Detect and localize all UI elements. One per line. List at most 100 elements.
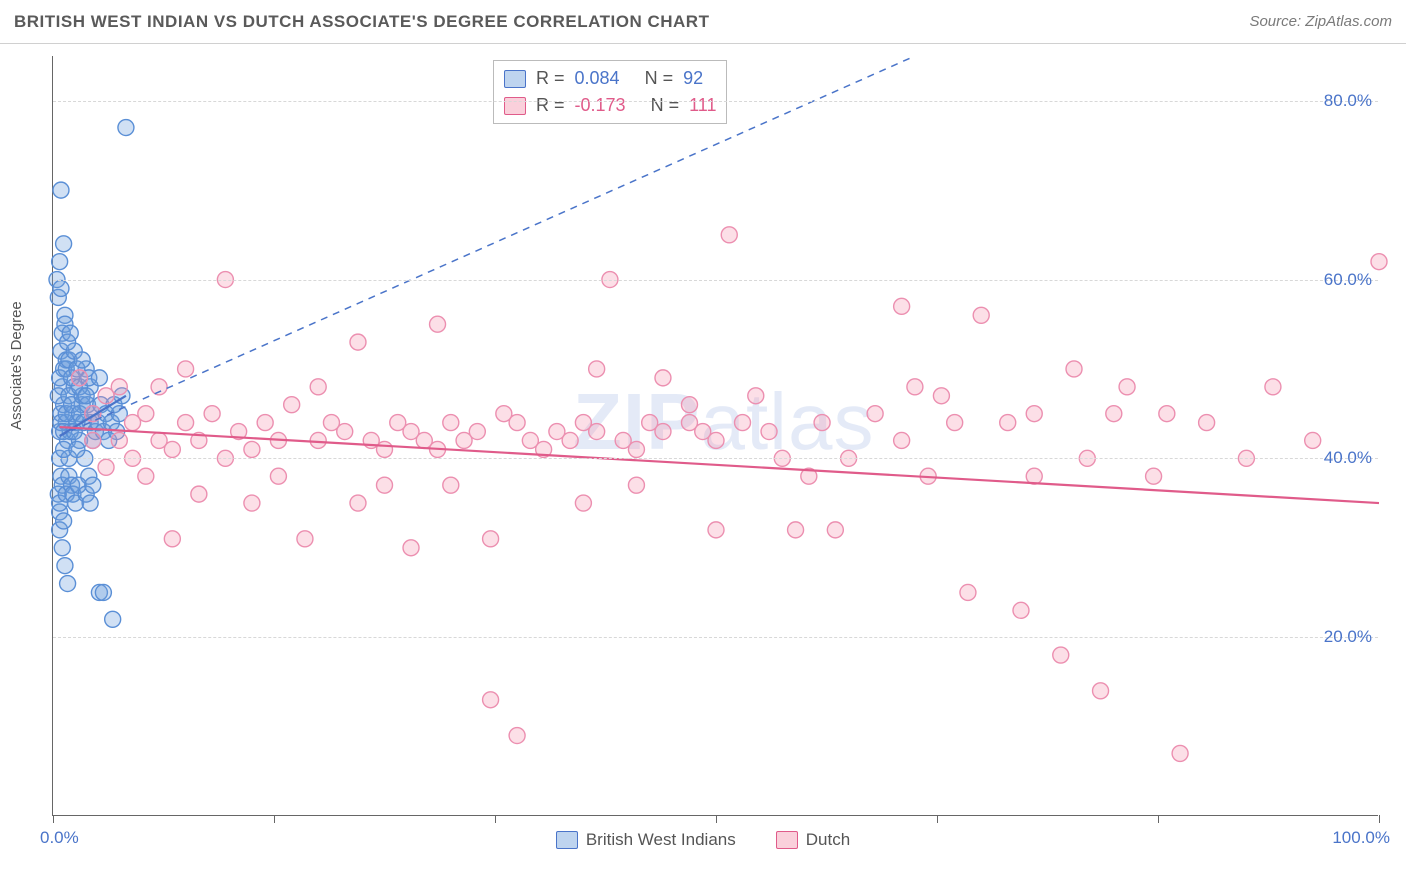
y-tick-label: 60.0% [1324, 270, 1372, 290]
scatter-point [337, 424, 353, 440]
r-value-s1: 0.084 [575, 65, 620, 92]
scatter-point [62, 325, 78, 341]
scatter-point [1066, 361, 1082, 377]
scatter-point [85, 432, 101, 448]
scatter-point [1013, 602, 1029, 618]
scatter-point [814, 415, 830, 431]
legend-label-s2: Dutch [806, 830, 850, 850]
scatter-point [933, 388, 949, 404]
scatter-point [1199, 415, 1215, 431]
y-tick-label: 40.0% [1324, 448, 1372, 468]
scatter-point [655, 370, 671, 386]
swatch-blue-icon [556, 831, 578, 849]
x-tick [1158, 815, 1159, 823]
scatter-point [244, 441, 260, 457]
swatch-pink-icon [504, 97, 526, 115]
scatter-point [1172, 745, 1188, 761]
y-axis-label: Associate's Degree [8, 301, 25, 430]
scatter-point [257, 415, 273, 431]
scatter-point [98, 459, 114, 475]
gridline-h [53, 458, 1378, 459]
scatter-point [867, 406, 883, 422]
legend-item-series1: British West Indians [556, 830, 736, 850]
scatter-point [111, 379, 127, 395]
x-tick [53, 815, 54, 823]
scatter-point [1106, 406, 1122, 422]
swatch-blue-icon [504, 70, 526, 88]
scatter-point [628, 477, 644, 493]
scatter-point [1053, 647, 1069, 663]
scatter-point [748, 388, 764, 404]
scatter-point [72, 370, 88, 386]
swatch-pink-icon [776, 831, 798, 849]
r-value-s2: -0.173 [575, 92, 626, 119]
scatter-point [138, 406, 154, 422]
scatter-point [54, 540, 70, 556]
scatter-point [377, 477, 393, 493]
scatter-point [82, 495, 98, 511]
scatter-point [78, 388, 94, 404]
y-tick-label: 20.0% [1324, 627, 1372, 647]
legend-label-s1: British West Indians [586, 830, 736, 850]
legend-item-series2: Dutch [776, 830, 850, 850]
scatter-point [111, 432, 127, 448]
scatter-point [721, 227, 737, 243]
scatter-point [191, 486, 207, 502]
scatter-point [56, 513, 72, 529]
scatter-point [708, 522, 724, 538]
n-value-s1: 92 [683, 65, 703, 92]
scatter-point [509, 415, 525, 431]
n-label: N = [651, 92, 680, 119]
scatter-point [1305, 432, 1321, 448]
scatter-point [164, 531, 180, 547]
scatter-point [350, 334, 366, 350]
scatter-point [91, 370, 107, 386]
gridline-h [53, 101, 1378, 102]
scatter-point [377, 441, 393, 457]
scatter-point [297, 531, 313, 547]
x-tick [1379, 815, 1380, 823]
scatter-point [894, 432, 910, 448]
scatter-point [761, 424, 777, 440]
scatter-point [53, 182, 69, 198]
scatter-point [105, 611, 121, 627]
stats-row-series2: R = -0.173 N = 111 [504, 92, 716, 119]
y-tick-label: 80.0% [1324, 91, 1372, 111]
x-tick [937, 815, 938, 823]
scatter-point [589, 361, 605, 377]
scatter-point [483, 692, 499, 708]
scatter-point [1159, 406, 1175, 422]
scatter-plot: ZIPatlas R = 0.084 N = 92 R = -0.173 N =… [52, 56, 1378, 816]
scatter-point [1146, 468, 1162, 484]
scatter-point [403, 540, 419, 556]
scatter-point [430, 316, 446, 332]
scatter-point [56, 236, 72, 252]
scatter-point [1093, 683, 1109, 699]
scatter-point [310, 432, 326, 448]
scatter-point [589, 424, 605, 440]
scatter-point [907, 379, 923, 395]
scatter-point [960, 584, 976, 600]
r-label: R = [536, 65, 565, 92]
chart-title: BRITISH WEST INDIAN VS DUTCH ASSOCIATE'S… [14, 12, 709, 32]
scatter-point [681, 397, 697, 413]
scatter-point [52, 254, 68, 270]
scatter-point [244, 495, 260, 511]
plot-svg [53, 56, 1378, 815]
scatter-point [204, 406, 220, 422]
scatter-point [947, 415, 963, 431]
source-attribution: Source: ZipAtlas.com [1249, 13, 1392, 30]
scatter-point [628, 441, 644, 457]
scatter-point [270, 468, 286, 484]
scatter-point [469, 424, 485, 440]
scatter-point [735, 415, 751, 431]
x-tick [274, 815, 275, 823]
x-tick [716, 815, 717, 823]
trend-line-dashed [60, 56, 915, 436]
scatter-point [57, 558, 73, 574]
scatter-point [60, 576, 76, 592]
scatter-point [118, 120, 134, 136]
scatter-point [788, 522, 804, 538]
scatter-point [69, 441, 85, 457]
scatter-point [95, 584, 111, 600]
